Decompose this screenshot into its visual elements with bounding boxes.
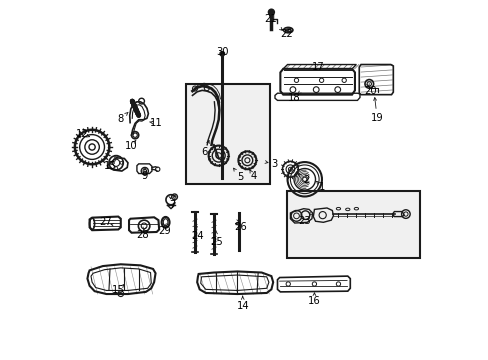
- Text: 29: 29: [158, 226, 171, 236]
- Text: 8: 8: [118, 114, 123, 124]
- Text: 12: 12: [76, 129, 89, 139]
- Text: 21: 21: [264, 14, 276, 24]
- Text: 7: 7: [168, 200, 175, 210]
- Text: 11: 11: [150, 118, 163, 128]
- Text: 6: 6: [201, 147, 207, 157]
- Text: 9: 9: [142, 171, 148, 181]
- Text: 16: 16: [307, 296, 320, 306]
- Text: 10: 10: [125, 141, 138, 151]
- Text: 15: 15: [112, 285, 124, 296]
- Text: 3: 3: [270, 159, 277, 169]
- Text: 25: 25: [210, 237, 223, 247]
- Text: 19: 19: [370, 113, 383, 123]
- Text: 1: 1: [318, 182, 324, 192]
- Text: 5: 5: [237, 172, 243, 182]
- Bar: [286, 192, 419, 258]
- Text: 24: 24: [190, 231, 203, 240]
- Text: 14: 14: [236, 301, 248, 311]
- Text: 22: 22: [280, 29, 293, 39]
- Text: 23: 23: [298, 216, 310, 226]
- Text: 20: 20: [364, 86, 376, 96]
- Text: 2: 2: [303, 175, 309, 185]
- Text: 4: 4: [250, 171, 256, 181]
- Circle shape: [220, 51, 224, 56]
- Text: 17: 17: [311, 62, 324, 72]
- Text: 18: 18: [287, 93, 300, 103]
- Text: 27: 27: [99, 217, 111, 227]
- Text: 28: 28: [136, 230, 148, 239]
- Circle shape: [268, 9, 274, 15]
- Text: 26: 26: [233, 222, 246, 232]
- Bar: [186, 84, 270, 184]
- Text: 30: 30: [216, 46, 228, 57]
- Text: 13: 13: [103, 161, 116, 171]
